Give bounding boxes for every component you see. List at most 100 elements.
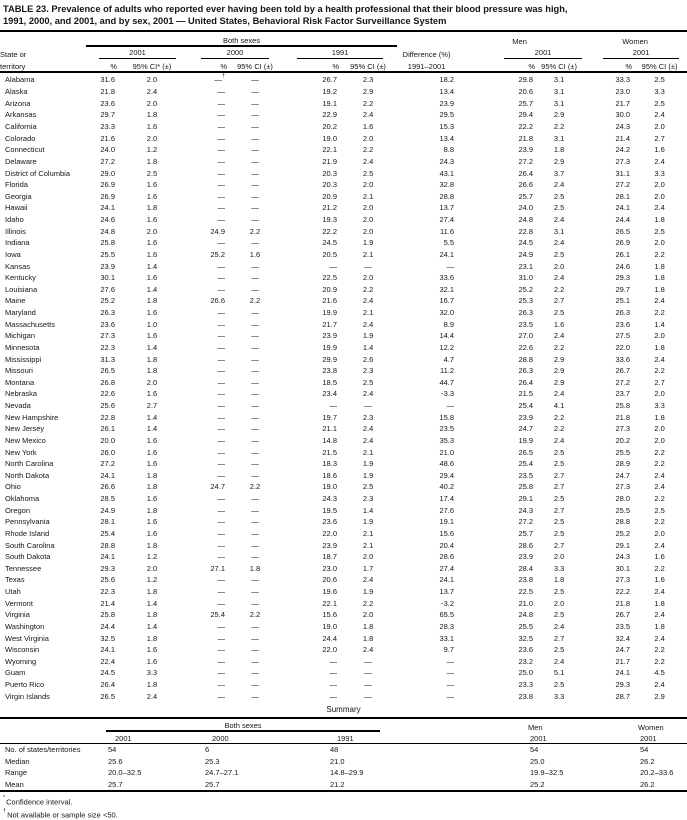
value-cell: 2.7 xyxy=(553,470,565,480)
value-cell: 20.6 xyxy=(322,575,337,585)
value-cell: 24.5 xyxy=(322,238,337,248)
value-cell: 2.0 xyxy=(362,180,374,190)
value-cell: 1.8 xyxy=(146,610,158,620)
value-cell: 23.5 xyxy=(439,424,455,434)
value-cell: 24.1 xyxy=(100,203,115,213)
value-cell: — xyxy=(217,598,226,608)
value-cell: 2.7 xyxy=(654,133,665,143)
summary-year-row: 2001 2000 1991 2001 2001 xyxy=(0,732,687,745)
value-cell: 2.0 xyxy=(654,191,665,201)
value-cell: 2.0 xyxy=(654,424,665,434)
value-cell: 19.0 xyxy=(322,621,337,631)
value-cell: 1.9 xyxy=(362,459,374,469)
value-cell: 33.3 xyxy=(615,74,631,84)
value-cell: 2.6 xyxy=(362,354,374,364)
value-cell: 28.1 xyxy=(100,517,115,527)
value-cell: — xyxy=(251,668,259,678)
state-name: Florida xyxy=(5,180,28,190)
value-cell: 26.8 xyxy=(100,377,115,387)
main-table-header: Both sexes Men Women State or 2001 2000 … xyxy=(0,31,687,73)
value-cell: 2.2 xyxy=(249,226,261,236)
summary-col-group-women: Women xyxy=(638,717,687,733)
value-cell: 2.4 xyxy=(362,435,374,445)
table-row: Delaware 27.2 1.8 — — 21.9 2.4 24.3 27.2 2.9 27.3 2… xyxy=(0,156,687,168)
table-row: Maryland 26.3 1.6 — — 19.9 2.1 32.0 26.3 2.5 26.3 2… xyxy=(0,307,687,319)
pct-header: % xyxy=(583,59,633,73)
value-cell: 2.2 xyxy=(249,296,261,306)
value-cell: 1.8 xyxy=(654,261,665,271)
value-cell: 2.3 xyxy=(362,412,374,422)
value-cell: — xyxy=(217,87,226,97)
header-measure-row: territory % 95% CI* (±) % 95% CI (±) % 9… xyxy=(0,59,687,73)
value-cell: 2.4 xyxy=(654,156,665,166)
table-row: Iowa 25.5 1.6 25.2 1.6 20.5 2.1 24.1 24.9 2.5 26.1… xyxy=(0,249,687,261)
value-cell: 2.4 xyxy=(362,645,374,655)
value-cell: 1.6 xyxy=(146,308,158,317)
value-cell: 2.3 xyxy=(362,494,374,503)
value-cell: — xyxy=(217,470,226,480)
value-cell: 1.6 xyxy=(146,191,158,201)
col-difference-line1: Difference (%) xyxy=(402,50,451,59)
value-cell: 24.9 xyxy=(100,505,115,515)
table-row: Tennessee 29.3 2.0 27.1 1.8 23.0 1.7 27.4 28.4 3.… xyxy=(0,563,687,575)
value-cell: — xyxy=(217,528,226,538)
value-cell: 2.3 xyxy=(362,74,374,84)
value-cell: 1.8 xyxy=(146,680,158,689)
value-cell: 2.7 xyxy=(553,296,565,306)
state-name: Virgin Islands xyxy=(5,691,50,701)
value-cell: 8.9 xyxy=(443,319,455,329)
value-cell: 24.1 xyxy=(100,645,115,655)
value-cell: 1.8 xyxy=(654,215,665,224)
value-cell: — xyxy=(251,156,259,166)
value-cell: — xyxy=(251,621,259,631)
value-cell: — xyxy=(217,133,226,143)
value-cell: 2.1 xyxy=(362,540,374,550)
value-cell: 1.8 xyxy=(654,342,665,352)
value-cell: 21.0 xyxy=(439,447,455,457)
value-cell: 1.6 xyxy=(146,645,158,655)
value-cell: 1.8 xyxy=(146,482,158,492)
value-cell: 1.8 xyxy=(362,621,374,631)
value-cell: — xyxy=(217,377,226,387)
table-row: District of Columbia 29.0 2.5 — — 20.3 2.5 43.1… xyxy=(0,168,687,180)
value-cell: 20.2 xyxy=(322,122,337,131)
value-cell: 29.1 xyxy=(518,494,534,503)
value-cell: — xyxy=(217,110,226,120)
value-cell: — xyxy=(251,74,259,84)
state-name: New Hampshire xyxy=(5,412,59,422)
value-cell: — xyxy=(251,203,259,213)
value-cell: 15.8 xyxy=(439,412,455,422)
value-cell: — xyxy=(217,412,226,422)
value-cell: 32.4 xyxy=(615,633,631,643)
value-cell: 25.8 xyxy=(518,482,534,492)
state-name: South Carolina xyxy=(5,540,55,550)
value-cell: 25.5 xyxy=(615,447,631,457)
value-cell: — xyxy=(217,331,226,341)
value-cell: 20.9 xyxy=(322,284,337,294)
value-cell: 29.5 xyxy=(439,110,455,120)
header-spacer xyxy=(420,717,528,733)
state-name: Ohio xyxy=(5,482,21,492)
value-cell: 1.8 xyxy=(249,563,261,573)
state-name: Montana xyxy=(5,377,35,387)
value-cell: 26.9 xyxy=(100,191,115,201)
table-row: Florida 26.9 1.6 — — 20.3 2.0 32.8 26.6 2.4 27.2 2.… xyxy=(0,179,687,191)
spacer xyxy=(420,744,528,756)
header-spacer xyxy=(0,732,106,745)
value-cell: — xyxy=(446,668,455,678)
spacer xyxy=(420,778,528,793)
value-cell: 19.3 xyxy=(322,215,337,224)
value-cell: 26.3 xyxy=(518,308,534,317)
footnote-marker: * xyxy=(3,795,6,802)
value-cell: 29.4 xyxy=(439,470,455,480)
state-name: North Carolina xyxy=(5,459,54,469)
summary-value: 14.8–29.9 xyxy=(330,768,364,778)
value-cell: 2.2 xyxy=(654,563,665,573)
value-cell: 31.0 xyxy=(518,273,534,283)
value-cell: 24.3 xyxy=(322,494,337,503)
col-year-1991: 1991 xyxy=(283,46,397,59)
value-cell: 18.3 xyxy=(322,459,337,469)
value-cell: — xyxy=(217,680,226,689)
table-row: New Mexico 20.0 1.6 — — 14.8 2.4 35.3 19.9 2.4 20.… xyxy=(0,435,687,447)
value-cell: — xyxy=(364,656,372,666)
